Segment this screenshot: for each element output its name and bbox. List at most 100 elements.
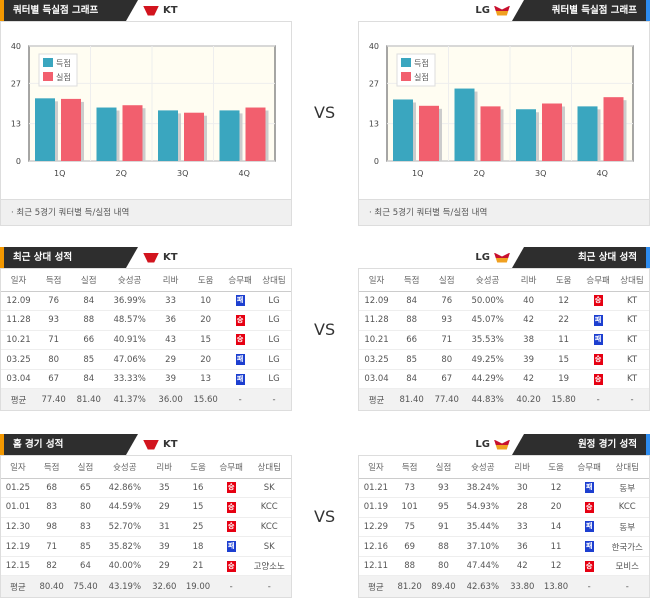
- table-cell: 12.15: [1, 556, 35, 577]
- table-cell: 85: [68, 536, 103, 557]
- result-cell: 승: [581, 291, 616, 312]
- table-cell: 28: [505, 497, 540, 518]
- average-cell: 44.83%: [464, 388, 512, 410]
- table-cell: 12.19: [1, 536, 35, 557]
- average-row: 평균 81.20 89.40 42.63% 33.80 13.80- -: [359, 575, 649, 597]
- column-header: 상대팀: [257, 269, 291, 292]
- result-badge: 패: [593, 334, 603, 346]
- column-header: 실점: [426, 456, 461, 479]
- table-cell: KT: [615, 330, 649, 351]
- table-cell: 한국가스: [605, 536, 649, 557]
- y-tick-label: 27: [369, 79, 379, 88]
- result-cell: 승: [223, 330, 258, 351]
- average-cell: 81.20: [392, 575, 427, 597]
- table-cell: KT: [615, 310, 649, 331]
- result-cell: 패: [581, 330, 616, 351]
- table-cell: 65: [68, 478, 103, 499]
- team-label: KT: [143, 434, 178, 455]
- table-cell: 12: [546, 291, 582, 312]
- table-cell: 83: [34, 497, 69, 518]
- x-tick-label: 2Q: [474, 169, 485, 178]
- table-row: 12.29 75 91 35.44% 33 14 패 동부: [359, 517, 649, 538]
- table-cell: 85: [71, 349, 107, 370]
- table-cell: 50.00%: [464, 291, 512, 312]
- section-title: 원정 경기 성적: [512, 434, 650, 455]
- table-cell: 11.28: [1, 310, 37, 331]
- y-tick-label: 27: [11, 79, 21, 88]
- kt-logo-icon: [143, 439, 159, 450]
- legend-swatch: [43, 58, 53, 67]
- average-cell: -: [581, 388, 616, 410]
- table-row: 01.01 83 80 44.59% 29 15 승 KCC: [1, 497, 291, 518]
- x-tick-label: 4Q: [239, 169, 250, 178]
- lg-away-panel: 원정 경기 성적 LG 일자 득점 실점 슛성공 리바 도움 승무패 상대팀 01.21 73 93 38…: [358, 434, 650, 598]
- table-cell: 15: [546, 349, 582, 370]
- stats-table: 일자 득점 실점 슛성공 리바 도움 승무패 상대팀 01.21 73 93 38.24% 30 12 패 동…: [359, 456, 649, 597]
- result-badge: 승: [226, 521, 236, 533]
- table-row: 10.21 71 66 40.91% 43 15 승 LG: [1, 330, 291, 351]
- table-cell: 03.04: [1, 369, 37, 390]
- table-cell: 44.29%: [464, 369, 512, 390]
- bar-allowed: [603, 97, 624, 161]
- table-cell: SK: [247, 478, 291, 499]
- result-badge: 패: [584, 541, 594, 553]
- column-header: 실점: [68, 456, 103, 479]
- section-title: 홈 경기 성적: [0, 434, 138, 455]
- lg-logo-icon: [494, 5, 510, 16]
- average-cell: -: [605, 575, 649, 597]
- table-cell: 29: [147, 556, 182, 577]
- column-header: 득점: [394, 269, 430, 292]
- table-cell: 76: [429, 291, 465, 312]
- table-cell: 10.21: [359, 330, 395, 351]
- column-header: 승무패: [581, 269, 616, 292]
- table-cell: 47.06%: [106, 349, 154, 370]
- table-cell: KT: [615, 349, 649, 370]
- table-row: 12.15 82 64 40.00% 29 21 승 고양소노: [1, 556, 291, 577]
- table-cell: 88: [71, 310, 107, 331]
- table-cell: 16: [181, 478, 215, 499]
- column-header: 도움: [181, 456, 215, 479]
- column-header: 슛성공: [464, 269, 512, 292]
- section-title: 최근 상대 성적: [0, 247, 138, 268]
- lg-quarter-panel: 쿼터별 득실점 그래프 LG 0 13 27 40 1Q 2Q 3Q 4Q 득점 실점 · 최근 …: [358, 0, 650, 226]
- result-cell: 패: [223, 291, 258, 312]
- table-cell: 67: [429, 369, 465, 390]
- column-header: 승무패: [214, 456, 248, 479]
- result-cell: 패: [223, 349, 258, 370]
- section-title: 쿼터별 득실점 그래프: [0, 0, 138, 21]
- table-cell: 40.91%: [106, 330, 154, 351]
- y-tick-label: 13: [369, 120, 379, 129]
- result-cell: 패: [223, 369, 258, 390]
- table-cell: 80: [36, 349, 72, 370]
- average-cell: 13.80: [539, 575, 573, 597]
- average-cell: -: [572, 575, 606, 597]
- table-cell: 35.44%: [460, 517, 506, 538]
- table-cell: 동부: [605, 517, 649, 538]
- average-cell: 36.00: [153, 388, 189, 410]
- table-cell: 38: [511, 330, 547, 351]
- average-row: 평균 80.40 75.40 43.19% 32.60 19.00- -: [1, 575, 291, 597]
- table-cell: 101: [392, 497, 427, 518]
- chart-footer: · 최근 5경기 쿼터별 득/실점 내역: [359, 199, 649, 225]
- stats-table: 일자 득점 실점 슛성공 리바 도움 승무패 상대팀 12.09 84 76 50.00% 40 12 승 K…: [359, 269, 649, 410]
- column-header: 상대팀: [247, 456, 291, 479]
- bar-scored: [219, 110, 240, 161]
- result-badge: 패: [226, 541, 236, 553]
- result-cell: 승: [214, 478, 248, 499]
- column-header: 도움: [546, 269, 582, 292]
- average-cell: -: [257, 388, 291, 410]
- team-label: LG: [475, 0, 510, 21]
- table-row: 03.04 84 67 44.29% 42 19 승 KT: [359, 369, 649, 390]
- table-cell: 88: [394, 310, 430, 331]
- table-cell: 71: [34, 536, 69, 557]
- chart-footer: · 최근 5경기 쿼터별 득/실점 내역: [1, 199, 291, 225]
- table-cell: 29: [147, 497, 182, 518]
- bar-allowed: [184, 112, 204, 161]
- table-cell: LG: [257, 369, 291, 390]
- table-cell: 25: [181, 517, 215, 538]
- table-cell: 30: [505, 478, 540, 499]
- column-header: 리바: [511, 269, 547, 292]
- team-label: LG: [475, 247, 510, 268]
